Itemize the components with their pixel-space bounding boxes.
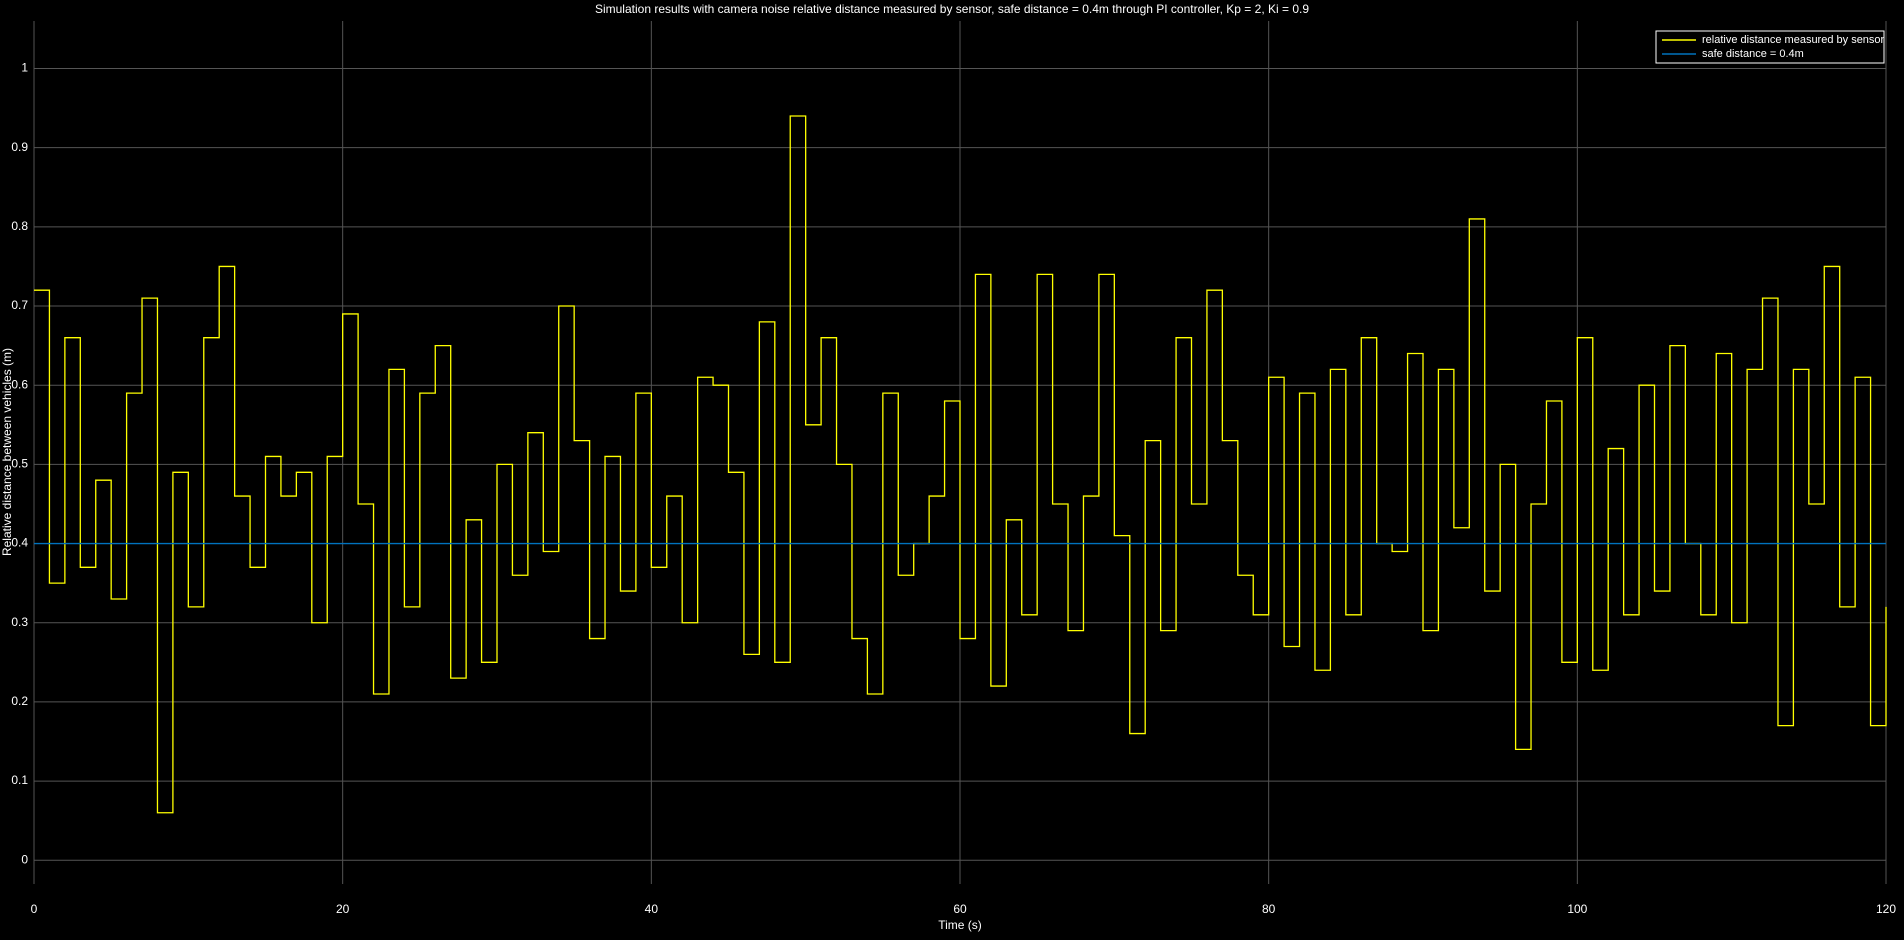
- x-tick-label: 120: [1876, 902, 1896, 916]
- y-tick-label: 0.8: [11, 219, 28, 233]
- legend-label: safe distance = 0.4m: [1702, 48, 1804, 60]
- y-tick-label: 0.3: [11, 615, 28, 629]
- y-tick-label: 0.1: [11, 773, 28, 787]
- x-tick-label: 60: [953, 902, 967, 916]
- x-axis-label: Time (s): [938, 918, 982, 932]
- x-tick-label: 0: [31, 902, 38, 916]
- y-axis-label: Relative distance between vehicles (m): [0, 348, 14, 556]
- y-tick-label: 0.2: [11, 694, 28, 708]
- y-tick-label: 0: [21, 852, 28, 866]
- x-tick-label: 40: [645, 902, 659, 916]
- y-tick-label: 0.5: [11, 457, 28, 471]
- x-tick-label: 100: [1567, 902, 1587, 916]
- y-tick-label: 0.7: [11, 298, 28, 312]
- legend-label: relative distance measured by sensor: [1702, 34, 1885, 46]
- y-tick-label: 1: [21, 61, 28, 75]
- y-tick-label: 0.9: [11, 140, 28, 154]
- data-line: [34, 115, 1887, 814]
- x-tick-label: 80: [1262, 902, 1276, 916]
- y-tick-label: 0.4: [11, 536, 28, 550]
- x-tick-label: 20: [336, 902, 350, 916]
- legend-box: [1655, 30, 1885, 64]
- chart-title: Simulation results with camera noise rel…: [595, 2, 1309, 16]
- y-tick-label: 0.6: [11, 377, 28, 391]
